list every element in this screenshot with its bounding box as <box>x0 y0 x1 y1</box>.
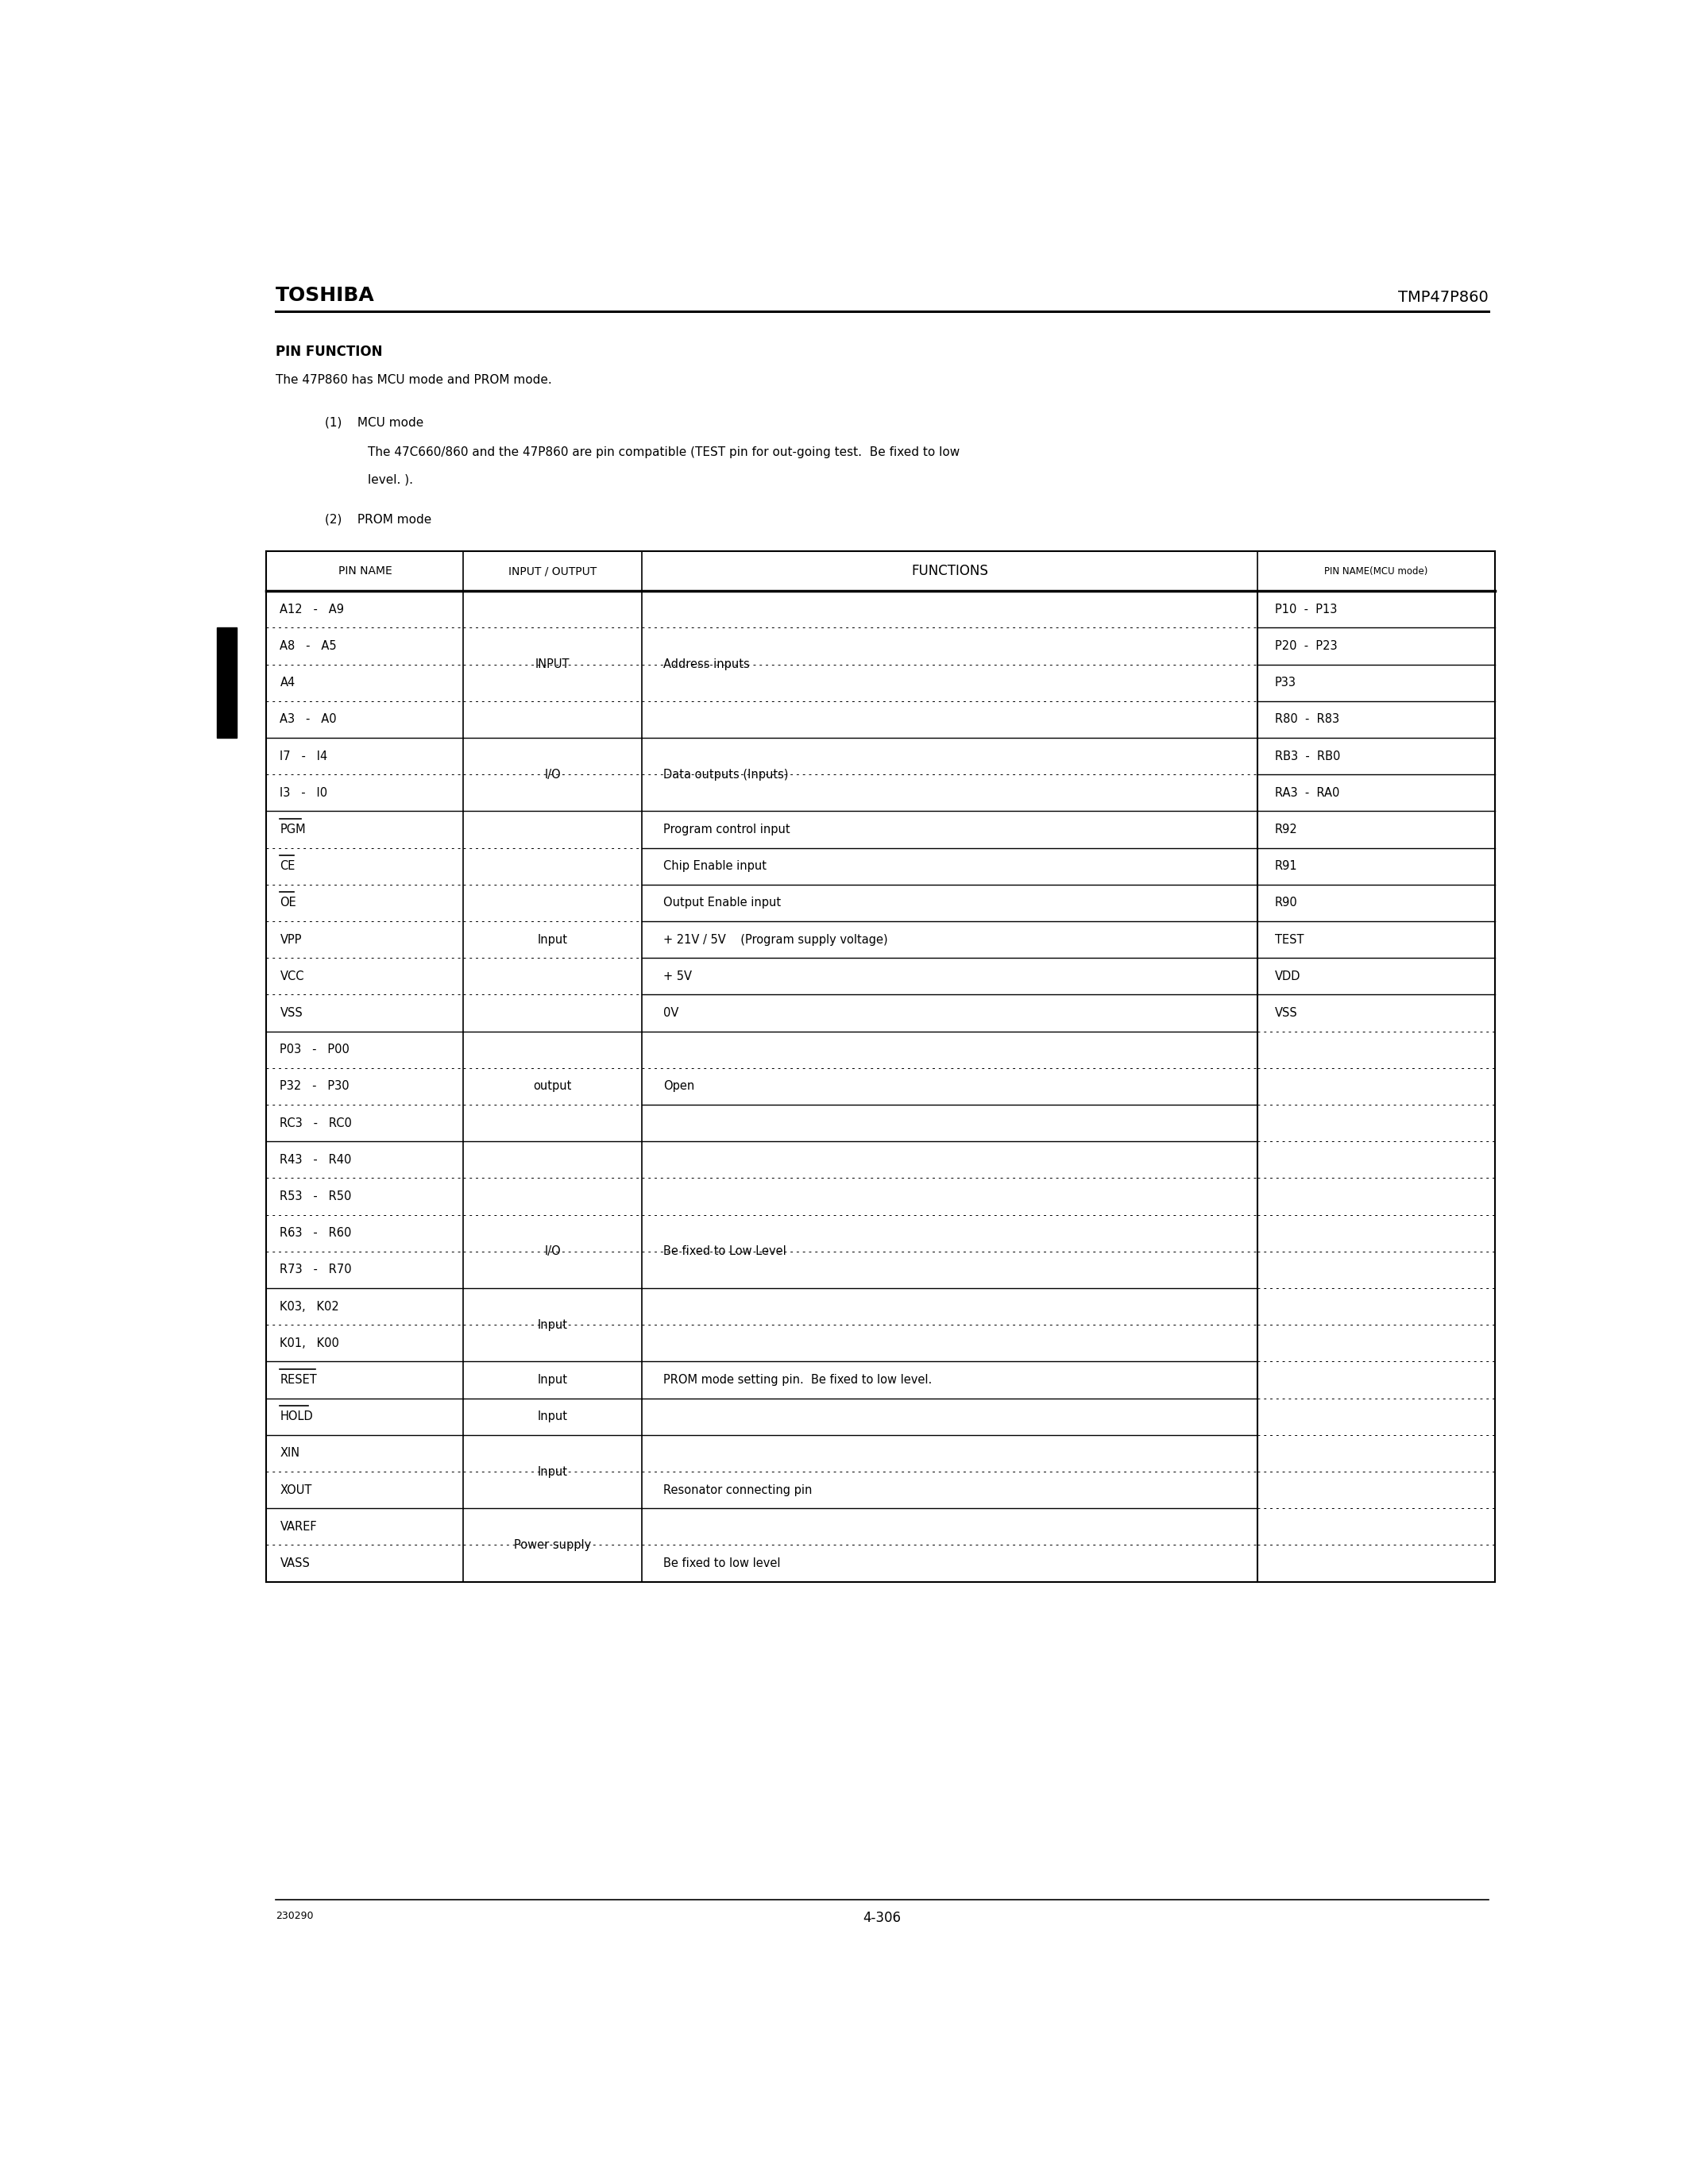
Text: TMP47P860: TMP47P860 <box>1398 290 1489 306</box>
Text: P03   -   P00: P03 - P00 <box>280 1044 349 1055</box>
Text: XIN: XIN <box>280 1448 300 1459</box>
Text: RB3  -  RB0: RB3 - RB0 <box>1274 751 1340 762</box>
Text: Input: Input <box>537 1465 567 1479</box>
Text: TEST: TEST <box>1274 935 1303 946</box>
Text: The 47C660/860 and the 47P860 are pin compatible (TEST pin for out-going test.  : The 47C660/860 and the 47P860 are pin co… <box>368 446 960 459</box>
Text: Open: Open <box>663 1081 695 1092</box>
Text: PIN NAME(MCU mode): PIN NAME(MCU mode) <box>1325 566 1428 577</box>
Text: RC3   -   RC0: RC3 - RC0 <box>280 1118 353 1129</box>
Text: PIN NAME: PIN NAME <box>338 566 392 577</box>
Text: 0V: 0V <box>663 1007 679 1020</box>
Text: Power supply: Power supply <box>515 1540 591 1551</box>
Text: P33: P33 <box>1274 677 1296 688</box>
Text: R73   -   R70: R73 - R70 <box>280 1265 351 1275</box>
Text: Program control input: Program control input <box>663 823 790 836</box>
Text: Input: Input <box>537 1319 567 1330</box>
Text: R91: R91 <box>1274 860 1298 871</box>
Text: OE: OE <box>280 898 297 909</box>
Text: Address inputs: Address inputs <box>663 660 749 670</box>
Text: R90: R90 <box>1274 898 1298 909</box>
Text: VDD: VDD <box>1274 970 1301 983</box>
Text: A8   -   A5: A8 - A5 <box>280 640 338 653</box>
Text: A12   -   A9: A12 - A9 <box>280 603 344 616</box>
Text: Be fixed to low level: Be fixed to low level <box>663 1557 780 1570</box>
Text: VSS: VSS <box>1274 1007 1298 1020</box>
Text: INPUT: INPUT <box>535 660 571 670</box>
Text: VCC: VCC <box>280 970 304 983</box>
Text: (2)    PROM mode: (2) PROM mode <box>324 513 432 526</box>
Bar <box>218 627 236 738</box>
Text: TOSHIBA: TOSHIBA <box>275 286 375 306</box>
Text: output: output <box>533 1081 572 1092</box>
Text: I3   -   I0: I3 - I0 <box>280 786 327 799</box>
Text: R53   -   R50: R53 - R50 <box>280 1190 351 1203</box>
Text: R63   -   R60: R63 - R60 <box>280 1227 351 1238</box>
Text: HOLD: HOLD <box>280 1411 312 1422</box>
Text: Data outputs (Inputs): Data outputs (Inputs) <box>663 769 788 780</box>
Text: level. ).: level. ). <box>368 474 414 485</box>
Text: R43   -   R40: R43 - R40 <box>280 1153 351 1166</box>
Text: (1)    MCU mode: (1) MCU mode <box>324 417 424 428</box>
Text: VAREF: VAREF <box>280 1520 317 1533</box>
Text: Chip Enable input: Chip Enable input <box>663 860 766 871</box>
Text: INPUT / OUTPUT: INPUT / OUTPUT <box>508 566 598 577</box>
Text: Input: Input <box>537 1411 567 1422</box>
Text: CE: CE <box>280 860 295 871</box>
Text: A4: A4 <box>280 677 295 688</box>
Text: VPP: VPP <box>280 935 302 946</box>
Text: Resonator connecting pin: Resonator connecting pin <box>663 1485 812 1496</box>
Text: + 5V: + 5V <box>663 970 692 983</box>
Text: A3   -   A0: A3 - A0 <box>280 714 338 725</box>
Text: I/O: I/O <box>545 1245 560 1258</box>
Text: P20  -  P23: P20 - P23 <box>1274 640 1337 653</box>
Text: 4-306: 4-306 <box>863 1911 901 1924</box>
Text: I7   -   I4: I7 - I4 <box>280 751 327 762</box>
Text: P10  -  P13: P10 - P13 <box>1274 603 1337 616</box>
Text: FUNCTIONS: FUNCTIONS <box>912 563 987 579</box>
Text: VASS: VASS <box>280 1557 311 1570</box>
Text: PIN FUNCTION: PIN FUNCTION <box>275 345 383 358</box>
Text: 230290: 230290 <box>275 1911 314 1922</box>
Text: VSS: VSS <box>280 1007 302 1020</box>
Text: RESET: RESET <box>280 1374 317 1387</box>
Text: PGM: PGM <box>280 823 306 836</box>
Text: P32   -   P30: P32 - P30 <box>280 1081 349 1092</box>
Text: R80  -  R83: R80 - R83 <box>1274 714 1339 725</box>
Text: XOUT: XOUT <box>280 1485 312 1496</box>
Text: Input: Input <box>537 1374 567 1387</box>
Text: I/O: I/O <box>545 769 560 780</box>
Text: Output Enable input: Output Enable input <box>663 898 782 909</box>
Text: Input: Input <box>537 935 567 946</box>
Text: + 21V / 5V    (Program supply voltage): + 21V / 5V (Program supply voltage) <box>663 935 888 946</box>
Text: PROM mode setting pin.  Be fixed to low level.: PROM mode setting pin. Be fixed to low l… <box>663 1374 932 1387</box>
Text: K03,   K02: K03, K02 <box>280 1302 339 1313</box>
Text: RA3  -  RA0: RA3 - RA0 <box>1274 786 1340 799</box>
Text: R92: R92 <box>1274 823 1298 836</box>
Text: K01,   K00: K01, K00 <box>280 1337 339 1350</box>
Text: Be fixed to Low Level: Be fixed to Low Level <box>663 1245 787 1258</box>
Text: The 47P860 has MCU mode and PROM mode.: The 47P860 has MCU mode and PROM mode. <box>275 373 552 387</box>
